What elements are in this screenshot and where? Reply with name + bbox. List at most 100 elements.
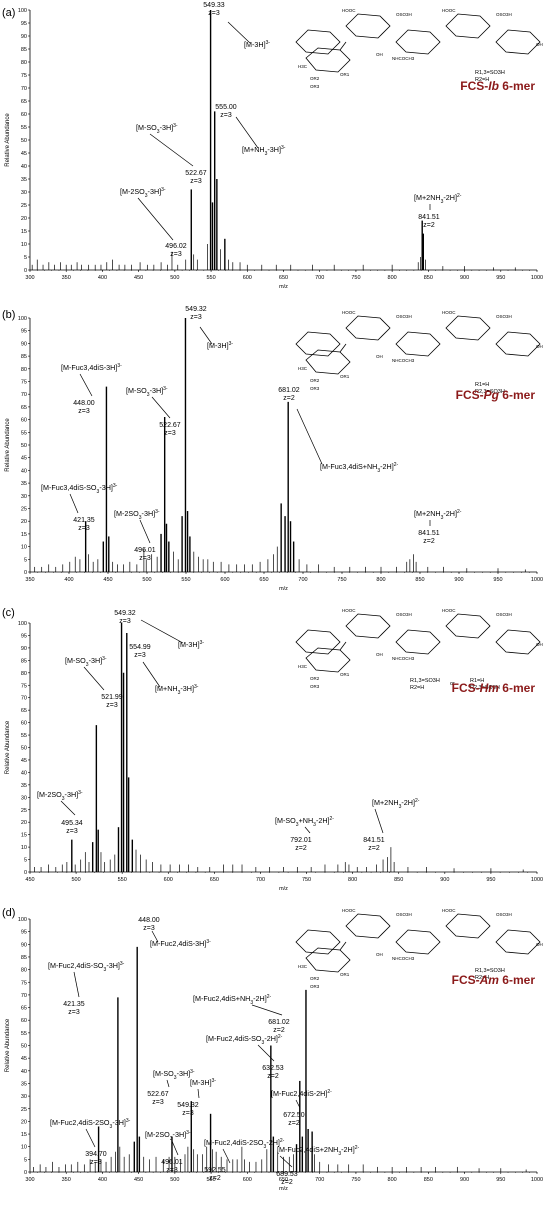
x-tick-label: 700: [315, 1177, 324, 1183]
y-tick-label: 60: [21, 418, 27, 424]
y-tick-label: 55: [21, 430, 27, 436]
y-tick-label: 15: [21, 1132, 27, 1138]
charge-label: z=3: [90, 1159, 102, 1166]
sugar-ring: [495, 331, 541, 357]
label-cooh: HOOC: [442, 310, 456, 315]
substituent-label: R2=H: [410, 685, 424, 691]
annotation-leader-line: [151, 396, 171, 419]
label-or1: OR1: [340, 374, 350, 379]
spectrum-title: FCS-Am 6-mer: [452, 973, 536, 987]
panel-label: (d): [2, 907, 15, 919]
mz-label: 522.67: [185, 170, 207, 177]
y-tick-label: 15: [21, 532, 27, 538]
y-tick-label: 75: [21, 980, 27, 986]
charge-label: z=2: [209, 1175, 221, 1182]
charge-label: z=2: [288, 1120, 300, 1127]
charge-label: z=3: [170, 251, 182, 258]
spectrum-title: FCS-Ib 6-mer: [460, 79, 535, 93]
mz-label: 549.32: [185, 306, 207, 313]
peak-annotation: [M-Fuc2,4diS-2SO3-2H]2- 592.55z=2: [204, 1138, 285, 1182]
label-nhcoch3: NHCOCH3: [392, 656, 415, 661]
x-tick-label: 600: [243, 1177, 252, 1183]
y-tick-label: 35: [21, 481, 27, 487]
x-tick-label: 500: [71, 877, 80, 883]
mz-label: 555.00: [215, 104, 237, 111]
panel-label: (a): [2, 7, 15, 19]
sugar-ring: [345, 613, 391, 639]
charge-label: z=2: [295, 845, 307, 852]
label-or3: OR3: [310, 684, 320, 689]
mz-label: 672.50: [283, 1112, 305, 1119]
peak-annotation: [M-3H]3- 549.32z=3: [114, 610, 204, 649]
y-tick-label: 95: [21, 633, 27, 639]
peak-annotation: [M-3H]3- 549.32z=3: [185, 306, 233, 350]
x-tick-label: 600: [243, 275, 252, 281]
mz-label: 681.02: [278, 387, 300, 394]
charge-label: z=3: [119, 618, 131, 625]
y-tick-label: 80: [21, 367, 27, 373]
charge-label: z=3: [106, 702, 118, 709]
charge-label: z=3: [152, 1099, 164, 1106]
ion-label: [M-Fuc3,4diS-SO3-3H]3-: [41, 483, 118, 495]
x-tick-label: 350: [62, 1177, 71, 1183]
x-tick-label: 450: [134, 275, 143, 281]
mz-label: 496.01: [161, 1159, 183, 1166]
sugar-ring: [395, 929, 441, 955]
label-or3: OR3: [310, 386, 320, 391]
peak-annotation: [M-SO3-3H]3- 521.99z=3: [65, 656, 123, 709]
y-tick-label: 35: [21, 1081, 27, 1087]
y-tick-label: 20: [21, 1119, 27, 1125]
x-tick-label: 1000: [531, 275, 543, 281]
y-tick-label: 5: [24, 1157, 27, 1163]
sugar-ring: [295, 29, 341, 55]
x-tick-label: 500: [142, 577, 151, 583]
y-tick-label: 75: [21, 683, 27, 689]
chemical-structure: HOOC HOOC OSO3H OSO3H NHCOCH3 H3C OR2 OR1 OR3 OH O…: [295, 310, 543, 391]
sugar-ring: [295, 331, 341, 357]
y-tick-label: 45: [21, 1056, 27, 1062]
ion-label: [M-Fuc2,4diS-2H]2-: [271, 1089, 332, 1098]
fucose-ring: [305, 47, 351, 73]
label-or3: OR3: [310, 84, 320, 89]
y-tick-label: 20: [21, 820, 27, 826]
charge-label: z=3: [68, 1009, 80, 1016]
label-oso3h: OSO3H: [396, 912, 412, 917]
annotation-leader-line: [69, 493, 79, 514]
x-tick-label: 450: [103, 577, 112, 583]
spectrum-panel-d: (d) 0 5 10 15 20 25 30 35 40 45 50 55 60 65 70 75 80 85 90 9…: [2, 907, 543, 1192]
x-tick-label: 800: [376, 577, 385, 583]
y-tick-label: 20: [21, 519, 27, 525]
label-cooh: HOOC: [442, 608, 456, 613]
glycosidic-bond: [339, 941, 347, 951]
annotation-leader-line: [171, 1140, 179, 1156]
x-tick-label: 900: [440, 877, 449, 883]
y-tick-label: 100: [18, 621, 27, 627]
ion-label: [M-SO3-3H]3-: [65, 656, 107, 668]
mz-label: 495.34: [61, 820, 83, 827]
y-tick-label: 45: [21, 758, 27, 764]
y-tick-label: 5: [24, 255, 27, 261]
mz-label: 549.33: [203, 2, 225, 9]
y-tick-label: 10: [21, 545, 27, 551]
peak-annotation: [M+NH3-3H]3- 554.99z=3: [129, 644, 198, 696]
y-tick-label: 85: [21, 658, 27, 664]
ion-label: [M-3H]3-: [178, 640, 204, 649]
ion-label: [M-2SO3-3H]3-: [120, 187, 166, 199]
label-cooh: HOOC: [342, 608, 356, 613]
label-h3c: H3C: [298, 64, 308, 69]
charge-label: z=2: [273, 1027, 285, 1034]
x-axis-label: m/z: [279, 284, 288, 290]
peak-annotation: [M-Fuc2,4diS+2NH3-2H]2- 689.53z=2: [276, 1145, 359, 1186]
label-or2: OR2: [310, 76, 320, 81]
mz-label: 792.01: [290, 837, 312, 844]
label-oso3h: OSO3H: [396, 12, 412, 17]
x-tick-label: 950: [493, 577, 502, 583]
glycosidic-bond: [339, 343, 347, 353]
charge-label: z=3: [190, 178, 202, 185]
ion-label: [M-SO3-3H]3-: [126, 386, 168, 398]
label-oso3h: OSO3H: [396, 612, 412, 617]
ion-label: [M+2NH3-2H]2-: [372, 798, 420, 810]
annotation-leader-line: [295, 1099, 301, 1109]
ion-label: [M+2NH3-2H]2-: [414, 193, 462, 205]
sugar-ring: [345, 13, 391, 39]
